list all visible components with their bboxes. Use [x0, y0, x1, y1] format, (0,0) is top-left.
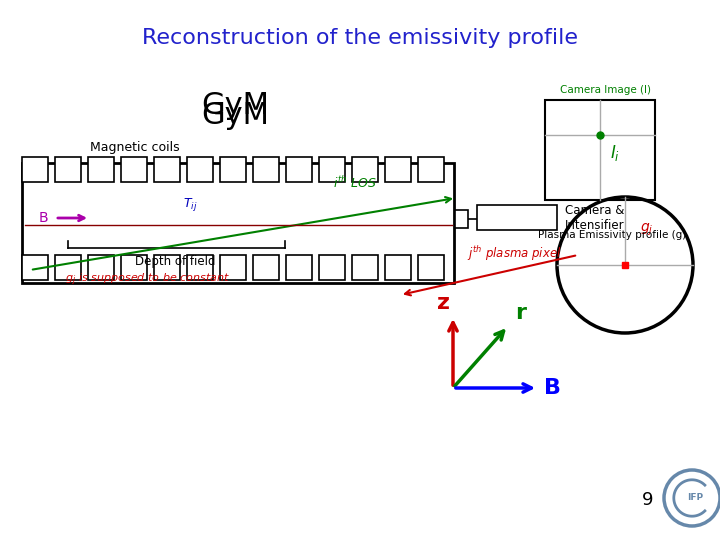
Bar: [220, 157, 246, 182]
Bar: [22, 163, 454, 283]
Text: r: r: [516, 303, 526, 323]
Bar: [385, 255, 411, 280]
Text: z: z: [436, 293, 449, 313]
Bar: [22, 157, 48, 182]
Text: GyM: GyM: [201, 91, 269, 119]
Bar: [385, 157, 411, 182]
Text: $j^{th}$ plasma pixel: $j^{th}$ plasma pixel: [467, 245, 562, 264]
Text: Camera Image (I): Camera Image (I): [559, 85, 650, 95]
Bar: [55, 157, 81, 182]
Text: $g_j$: $g_j$: [640, 222, 654, 238]
Bar: [88, 255, 114, 280]
Bar: [121, 255, 147, 280]
Text: $T_{ij}$: $T_{ij}$: [183, 197, 197, 213]
Bar: [187, 255, 213, 280]
Bar: [154, 157, 180, 182]
Bar: [352, 255, 378, 280]
Bar: [187, 157, 213, 182]
Bar: [220, 255, 246, 280]
Text: $g_j$ is supposed to be constant: $g_j$ is supposed to be constant: [66, 272, 230, 288]
Bar: [22, 255, 48, 280]
Bar: [253, 157, 279, 182]
Bar: [319, 157, 345, 182]
Bar: [286, 255, 312, 280]
Bar: [418, 157, 444, 182]
Text: B: B: [544, 378, 562, 398]
Bar: [55, 255, 81, 280]
Bar: [477, 205, 557, 230]
Text: $i^{th}$ LOS: $i^{th}$ LOS: [333, 175, 377, 191]
Bar: [319, 255, 345, 280]
Bar: [455, 210, 468, 228]
Bar: [154, 255, 180, 280]
Bar: [253, 255, 279, 280]
Bar: [88, 157, 114, 182]
Text: GyM: GyM: [201, 100, 269, 130]
Bar: [286, 157, 312, 182]
Bar: [121, 157, 147, 182]
Text: IFP: IFP: [687, 494, 703, 503]
Text: B: B: [38, 211, 48, 225]
Bar: [418, 255, 444, 280]
Text: Depth of field: Depth of field: [135, 255, 215, 268]
Text: 9: 9: [642, 491, 654, 509]
Text: Camera &
Intensifier: Camera & Intensifier: [565, 204, 625, 232]
Text: Magnetic coils: Magnetic coils: [90, 141, 179, 154]
Text: Reconstruction of the emissivity profile: Reconstruction of the emissivity profile: [142, 28, 578, 48]
Text: $I_i$: $I_i$: [610, 143, 620, 163]
Bar: [352, 157, 378, 182]
Bar: [545, 100, 655, 200]
Text: Plasma Emissivity profile (g): Plasma Emissivity profile (g): [538, 230, 686, 240]
